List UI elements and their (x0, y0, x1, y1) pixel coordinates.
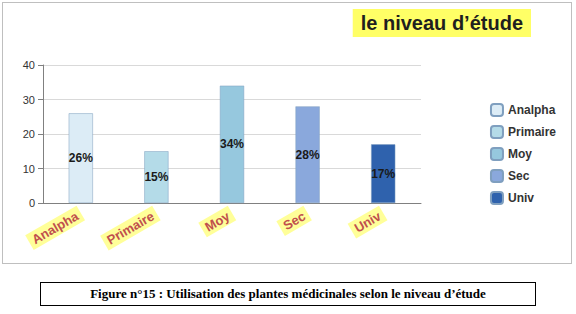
svg-text:26%: 26% (69, 151, 93, 165)
svg-text:20: 20 (23, 128, 35, 140)
svg-text:30: 30 (23, 94, 35, 106)
svg-text:Moy: Moy (508, 147, 532, 161)
svg-text:Sec: Sec (280, 209, 308, 234)
html-text:Figure n°15 : Utilisation des: Figure n°15 : Utilisation des plantes mé… (90, 286, 486, 301)
svg-text:34%: 34% (220, 137, 244, 151)
svg-text:15%: 15% (144, 170, 168, 184)
svg-text:0: 0 (29, 197, 35, 209)
svg-text:Sec: Sec (508, 169, 530, 183)
svg-text:Primaire: Primaire (508, 125, 556, 139)
svg-text:Univ: Univ (352, 208, 385, 235)
svg-text:Univ: Univ (508, 191, 534, 205)
svg-text:40: 40 (23, 59, 35, 71)
svg-text:Analpha: Analpha (508, 103, 556, 117)
svg-text:le niveau d’étude: le niveau d’étude (361, 12, 523, 34)
svg-text:10: 10 (23, 163, 35, 175)
svg-text:Analpha: Analpha (29, 208, 82, 247)
svg-text:17%: 17% (371, 167, 395, 181)
svg-text:28%: 28% (296, 148, 320, 162)
svg-text:Moy: Moy (202, 208, 233, 234)
svg-text:Primaire: Primaire (104, 209, 157, 248)
